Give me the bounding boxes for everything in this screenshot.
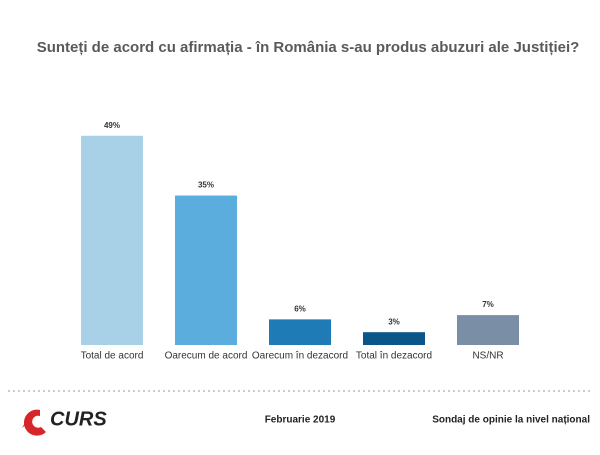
chart-title: Sunteți de acord cu afirmația - în Român… xyxy=(37,39,580,56)
footer-date: Februarie 2019 xyxy=(265,415,336,426)
x-tick-label: Total de acord xyxy=(81,351,144,362)
bar xyxy=(269,319,331,345)
bar xyxy=(457,315,519,345)
logo-text: CURS xyxy=(50,408,107,430)
value-label: 3% xyxy=(388,317,400,326)
x-tick-label: Oarecum de acord xyxy=(165,351,248,362)
footer-source: Sondaj de opinie la nivel național xyxy=(432,415,590,426)
logo-arrow xyxy=(22,414,34,428)
bar xyxy=(81,135,143,345)
bar xyxy=(363,332,425,345)
x-tick-label: Oarecum în dezacord xyxy=(252,351,348,362)
x-tick-label: NS/NR xyxy=(472,351,503,362)
bar xyxy=(175,195,237,345)
value-label: 7% xyxy=(482,300,494,309)
value-label: 35% xyxy=(198,181,214,190)
value-label: 49% xyxy=(104,121,120,130)
x-tick-label: Total în dezacord xyxy=(356,351,432,362)
logo: CURS xyxy=(22,408,107,436)
value-label: 6% xyxy=(294,304,306,313)
